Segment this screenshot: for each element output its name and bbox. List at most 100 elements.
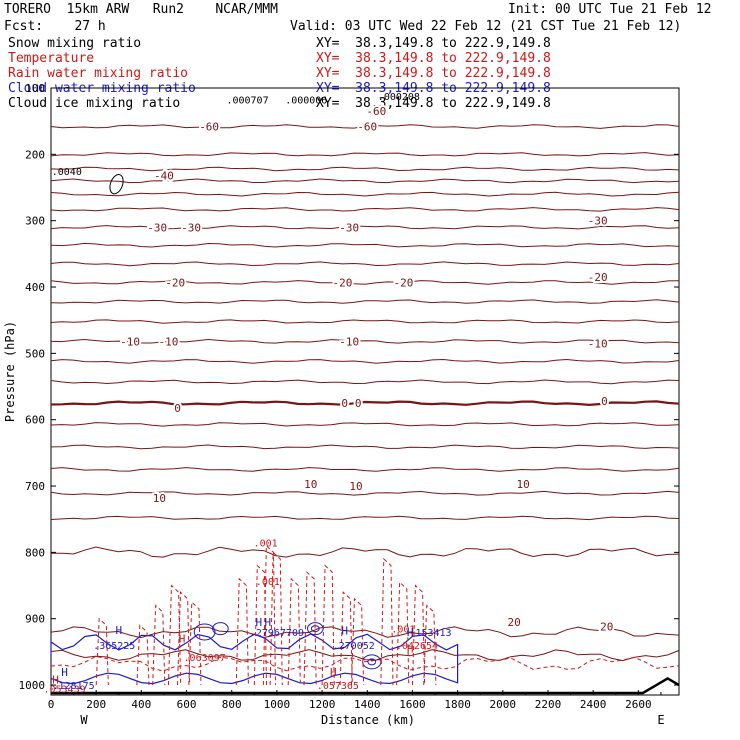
plot-frame <box>50 87 680 696</box>
isotherm-contour <box>50 261 680 267</box>
rain-water-contour <box>303 571 317 686</box>
x-tick-label: 800 <box>222 698 242 711</box>
isotherm-label: 20 <box>507 616 520 629</box>
isotherm-label: -60 <box>199 120 219 133</box>
x-tick-label: 1000 <box>264 698 291 711</box>
rain-water-contour <box>188 601 202 686</box>
rain-water-contour <box>396 581 410 686</box>
isotherm-contour <box>50 207 680 212</box>
field-cloud-ice-xy: XY= 38.3,149.8 to 222.9,149.8 <box>316 96 551 111</box>
cloud-water-label: .270052 <box>333 641 375 652</box>
field-snow-name: Snow mixing ratio <box>8 36 142 51</box>
rain-water-contour <box>136 624 150 686</box>
rain-water-contour <box>269 551 283 686</box>
isotherm-label: -30 <box>181 221 201 234</box>
field-snow-xy: XY= 38.3,149.8 to 222.9,149.8 <box>316 36 551 51</box>
isotherm-contour <box>50 338 680 344</box>
field-temperature-name: Temperature <box>8 51 95 66</box>
x-tick-label: 1600 <box>399 698 426 711</box>
y-tick-label: 600 <box>25 414 45 427</box>
rain-water-contour <box>350 597 365 686</box>
isotherm-label: -60 <box>366 105 386 118</box>
maximum-marker: H <box>265 616 272 629</box>
field-cloud-ice-name: Cloud ice mixing ratio <box>8 96 181 111</box>
rain-water-contour <box>321 564 335 686</box>
maximum-marker: H <box>407 643 414 656</box>
cloud-water-label: .153413 <box>409 628 451 639</box>
isotherm-contour <box>50 626 680 639</box>
snow-contour <box>109 174 124 195</box>
isotherm-label: -30 <box>147 221 167 234</box>
isotherm-label: 0 <box>341 397 348 410</box>
east-label: E <box>657 713 664 727</box>
x-tick-label: 2600 <box>625 698 652 711</box>
isotherm-label: 10 <box>349 480 362 493</box>
y-tick-label: 500 <box>25 347 45 360</box>
snow-label: .000707 <box>226 95 268 106</box>
x-tick-label: 2000 <box>490 698 517 711</box>
rain-water-contour <box>423 604 437 686</box>
header-fcst: Fcst: 27 h <box>4 19 106 34</box>
maximum-marker: H <box>179 633 186 646</box>
isotherm-contour <box>50 444 680 450</box>
header-init: Init: 00 UTC Tue 21 Feb 12 <box>508 2 712 17</box>
maximum-marker: H <box>52 674 59 687</box>
isotherm-label: -20 <box>393 276 413 289</box>
isotherm-label: 0 <box>174 402 181 415</box>
y-tick-label: 400 <box>25 281 45 294</box>
isotherm-label: -10 <box>120 335 140 348</box>
west-label: W <box>80 713 88 727</box>
y-tick-label: 300 <box>25 215 45 228</box>
rain-water-label: .057365 <box>317 681 359 692</box>
isotherm-contour <box>50 280 680 285</box>
isotherm-label: -20 <box>165 276 185 289</box>
isotherm-contour <box>50 299 680 304</box>
rain-water-contour <box>380 557 394 686</box>
cloud-water-label: .128175 <box>53 681 95 692</box>
rain-water-label: .001 <box>254 538 278 549</box>
y-tick-label: 800 <box>25 546 45 559</box>
x-tick-label: 1800 <box>444 698 471 711</box>
isotherm-contour <box>50 319 680 324</box>
isotherm-contour <box>50 225 680 230</box>
isotherm-contour <box>50 515 680 521</box>
field-temperature-xy: XY= 38.3,149.8 to 222.9,149.8 <box>316 51 551 66</box>
x-tick-label: 2200 <box>535 698 562 711</box>
x-tick-label: 1200 <box>309 698 336 711</box>
maximum-marker: H <box>61 666 68 679</box>
maximum-marker: H <box>256 616 263 629</box>
snow-label: .000006 <box>285 95 327 106</box>
isotherm-contour <box>50 191 680 197</box>
isotherm-label: -20 <box>588 271 608 284</box>
isotherm-contour <box>51 546 680 558</box>
isotherm-label: 10 <box>517 478 530 491</box>
field-rain-name: Rain water mixing ratio <box>8 66 189 81</box>
isotherm-contour <box>50 166 680 172</box>
isotherm-contour <box>50 358 680 364</box>
isotherm-contour <box>50 242 680 248</box>
y-tick-label: 200 <box>25 148 45 161</box>
rain-water-contour <box>253 564 267 686</box>
rain-water-contour <box>411 584 426 686</box>
isotherm-label: 0 <box>355 397 362 410</box>
y-tick-label: 100 <box>25 82 45 95</box>
y-tick-label: 700 <box>25 480 45 493</box>
rain-water-contour <box>339 591 353 686</box>
isotherm-label: 10 <box>153 492 166 505</box>
isotherm-label: -60 <box>357 120 377 133</box>
isotherm-contour <box>50 422 680 427</box>
rain-water-label: .042654 <box>396 641 438 652</box>
rain-water-label: .001 <box>391 625 415 636</box>
y-axis-title: Pressure (hPa) <box>3 321 17 422</box>
isotherm-contour <box>50 178 680 184</box>
isotherm-contour <box>50 379 680 385</box>
x-tick-label: 2400 <box>580 698 607 711</box>
isotherm-label: -10 <box>159 335 179 348</box>
x-tick-label: 600 <box>177 698 197 711</box>
y-tick-label: 900 <box>25 613 45 626</box>
y-tick-label: 1000 <box>19 679 46 692</box>
rain-water-contour <box>152 604 166 686</box>
isotherm-contour <box>50 649 680 662</box>
isotherm-label: 20 <box>600 621 613 634</box>
